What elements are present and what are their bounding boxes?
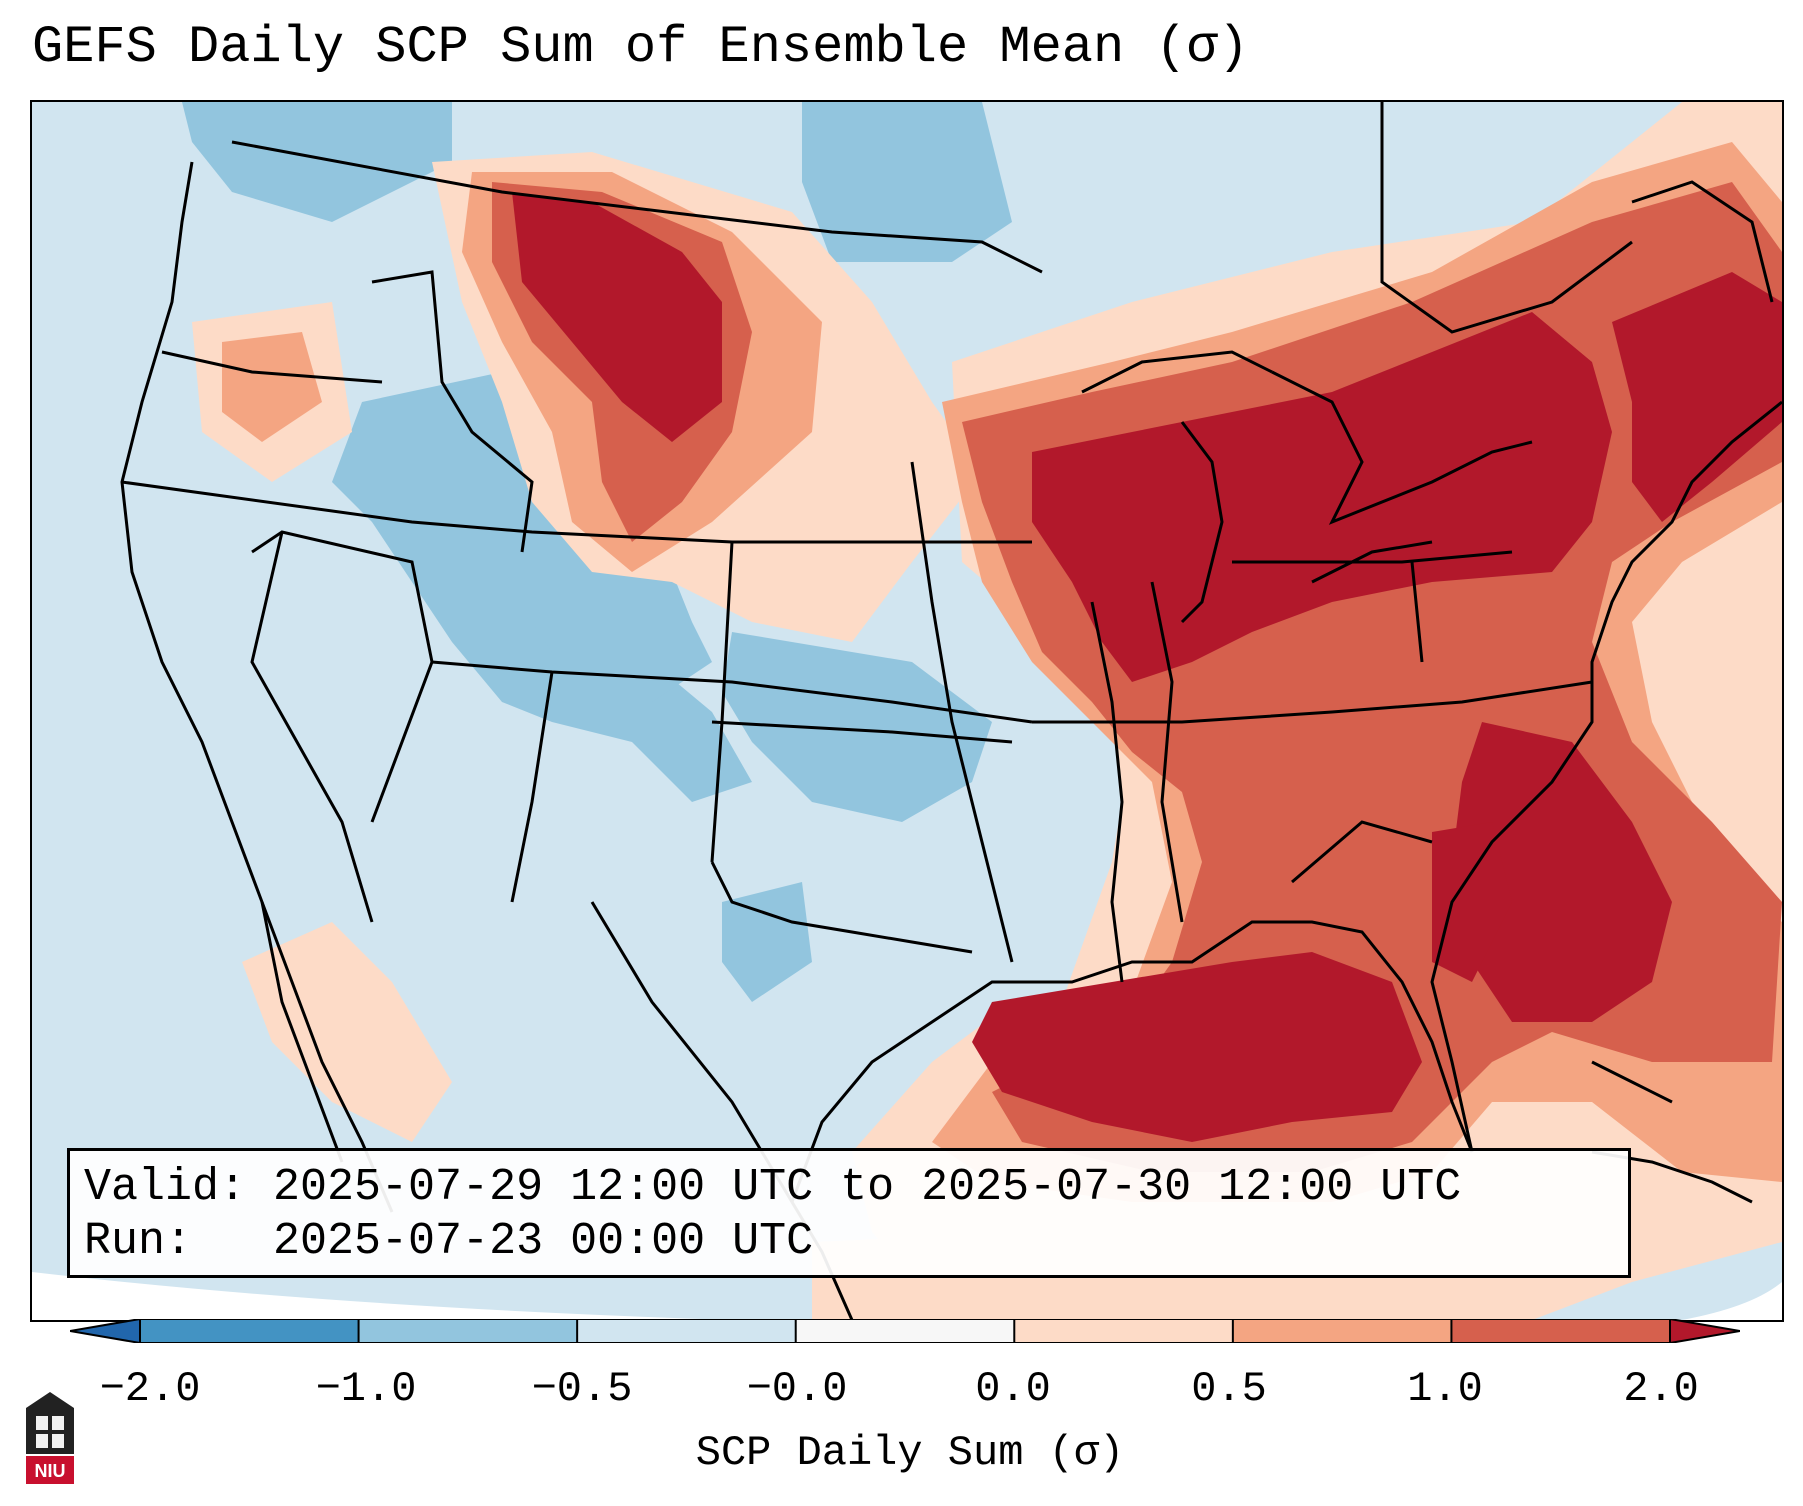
colorbar-segment (577, 1319, 797, 1343)
mississippi-line (1090, 601, 1124, 983)
state-line-11 (1291, 820, 1433, 884)
map-panel (30, 100, 1784, 1322)
logo-window-divider (36, 1430, 64, 1434)
idaho-line (371, 270, 534, 553)
northeast-high (1612, 272, 1782, 522)
colorbar-extend-low (70, 1319, 140, 1343)
colorbar-segment (1014, 1319, 1234, 1343)
nevada-line (251, 530, 434, 823)
colorbar-segment (140, 1319, 360, 1343)
chart-title: GEFS Daily SCP Sum of Ensemble Mean (σ) (32, 18, 1249, 77)
lake-michigan-line (1180, 421, 1224, 624)
colorbar-tick-label: 1.0 (1407, 1365, 1483, 1413)
colorbar-tick-label: −0.5 (531, 1365, 633, 1413)
colorbar-segment (795, 1319, 1015, 1343)
state-line-3 (510, 671, 554, 903)
info-box: Valid: 2025-07-29 12:00 UTC to 2025-07-3… (67, 1148, 1631, 1278)
northern-plains-low-area (802, 102, 1012, 262)
colorbar-tick-label: 0.5 (1191, 1365, 1267, 1413)
colorbar-segment (1451, 1319, 1671, 1343)
colorbar-tick-label: 2.0 (1623, 1365, 1699, 1413)
se-coast-high (1432, 822, 1512, 982)
atlantic-coast-line (1430, 400, 1782, 1153)
high-areas (512, 192, 1782, 1142)
washington-line (161, 350, 383, 384)
oregon-moderate (222, 332, 322, 442)
gulf-coast-line (790, 920, 1474, 1203)
oklahoma-line (711, 720, 1013, 744)
colorbar-extend-high (1670, 1319, 1740, 1343)
state-line-2 (431, 660, 1033, 724)
colorbar-tick-label: 0.0 (975, 1365, 1051, 1413)
quebec-line (1380, 102, 1633, 334)
state-line-7 (1032, 680, 1593, 724)
state-line-8 (1150, 581, 1184, 923)
canada-border-line (231, 140, 1043, 274)
lake-erie-line (1311, 540, 1433, 584)
west-coast-line (120, 161, 394, 1213)
niu-logo: NIU (26, 1392, 74, 1484)
texas-low-area (722, 882, 812, 1002)
colorbar-tick-label: −2.0 (99, 1365, 201, 1413)
colorbar-segment (358, 1319, 578, 1343)
baja-line (260, 901, 344, 1163)
run-time-text: Run: 2025-07-23 00:00 UTC (84, 1216, 814, 1267)
valid-time-text: Valid: 2025-07-29 12:00 UTC to 2025-07-3… (84, 1162, 1462, 1213)
projection-edge-right (1682, 1282, 1782, 1320)
logo-text: NIU (35, 1461, 66, 1481)
colorbar-tick-label: −0.0 (746, 1365, 848, 1413)
colorbar-segment (1232, 1319, 1452, 1343)
colorbar (70, 1319, 1740, 1343)
gulf-high (972, 952, 1422, 1142)
maine-line (1631, 180, 1774, 303)
plains-low-area (722, 632, 992, 822)
great-lakes-north-line (1271, 370, 1533, 525)
colorbar-tick-label: −1.0 (315, 1365, 417, 1413)
northern-rockies-high (512, 192, 722, 442)
bahamas-outline (1591, 1060, 1673, 1104)
logo-base (26, 1456, 74, 1484)
boundaries (120, 102, 1782, 1320)
state-line-6 (910, 461, 1014, 963)
pacific-nw-low-area (182, 102, 452, 222)
great-lakes-high (1032, 312, 1612, 682)
state-line-10 (1410, 561, 1424, 663)
colorbar-label: SCP Daily Sum (σ) (695, 1429, 1125, 1477)
state-line-5 (250, 531, 374, 923)
texas-border-line (710, 861, 973, 954)
atlantic-high (1452, 722, 1672, 1022)
lake-superior-line (1081, 350, 1273, 394)
projection-edge (32, 1272, 732, 1320)
gulf-of-california-light (242, 922, 452, 1142)
